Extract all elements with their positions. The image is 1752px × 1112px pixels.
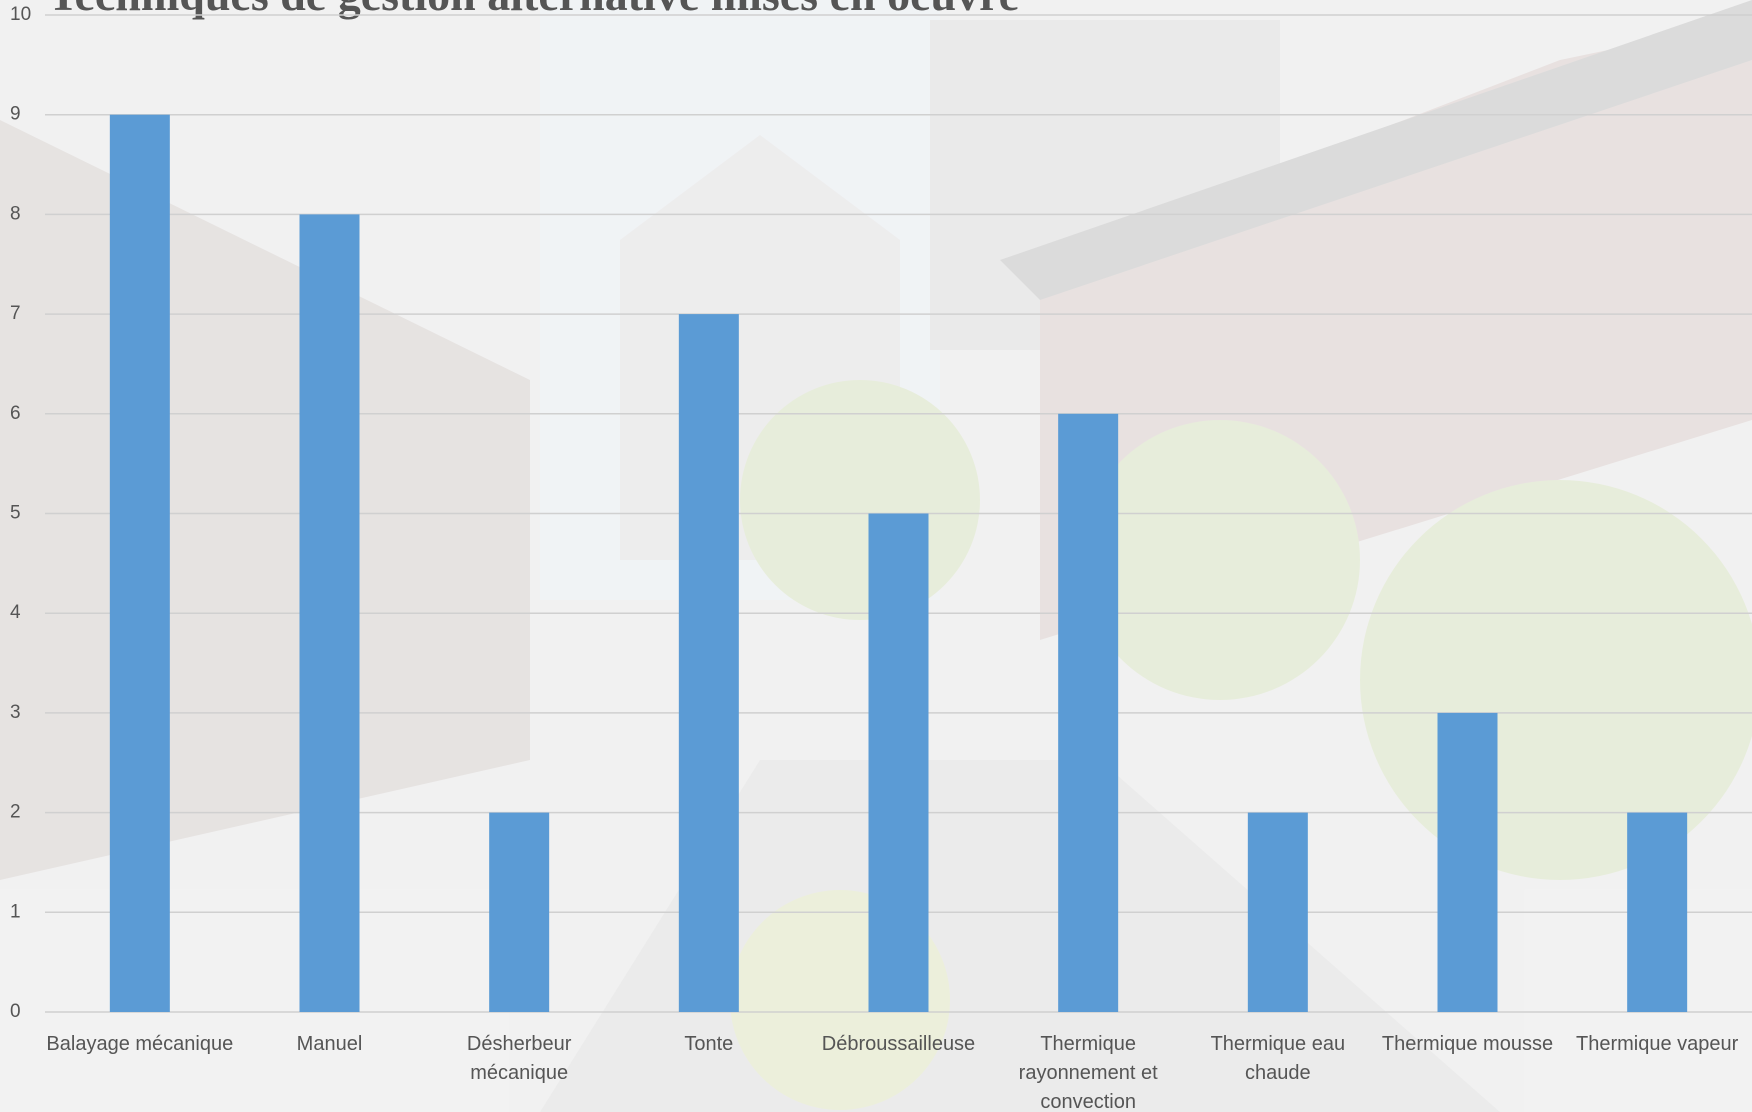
x-tick-label: Balayage mécanique	[46, 1033, 234, 1055]
x-tick-label: Thermique mousse	[1381, 1033, 1554, 1055]
x-tick-label: Débroussailleuse	[821, 1033, 976, 1055]
x-tick-label: Thermique vapeur	[1576, 1033, 1739, 1055]
bar	[1247, 812, 1308, 1012]
bar	[678, 314, 739, 1013]
y-tick-label: 8	[10, 203, 21, 224]
x-tick-label: Désherbeur mécanique	[466, 1033, 572, 1084]
y-tick-label: 6	[10, 403, 21, 424]
y-tick-label: 10	[10, 4, 31, 25]
bar	[1627, 812, 1688, 1012]
bar	[1437, 712, 1498, 1012]
x-tick-label: Tonte	[684, 1033, 734, 1055]
bar	[1058, 413, 1119, 1012]
bar	[489, 812, 550, 1012]
y-tick-label: 3	[10, 702, 21, 723]
y-tick-label: 4	[10, 602, 21, 623]
bar	[868, 513, 929, 1012]
y-tick-label: 1	[10, 901, 21, 922]
x-tick-label: Thermique eau chaude	[1210, 1033, 1346, 1084]
chart-title: Techniques de gestion alternative mises …	[48, 0, 1019, 20]
bar	[109, 114, 170, 1012]
bar	[299, 214, 360, 1012]
y-tick-label: 0	[10, 1001, 21, 1022]
y-tick-label: 5	[10, 503, 21, 524]
x-tick-label: Thermique rayonnement et convection	[1018, 1033, 1158, 1112]
y-tick-label: 7	[10, 303, 21, 324]
y-tick-label: 9	[10, 104, 21, 125]
x-tick-label: Manuel	[296, 1033, 363, 1055]
y-tick-label: 2	[10, 802, 21, 823]
